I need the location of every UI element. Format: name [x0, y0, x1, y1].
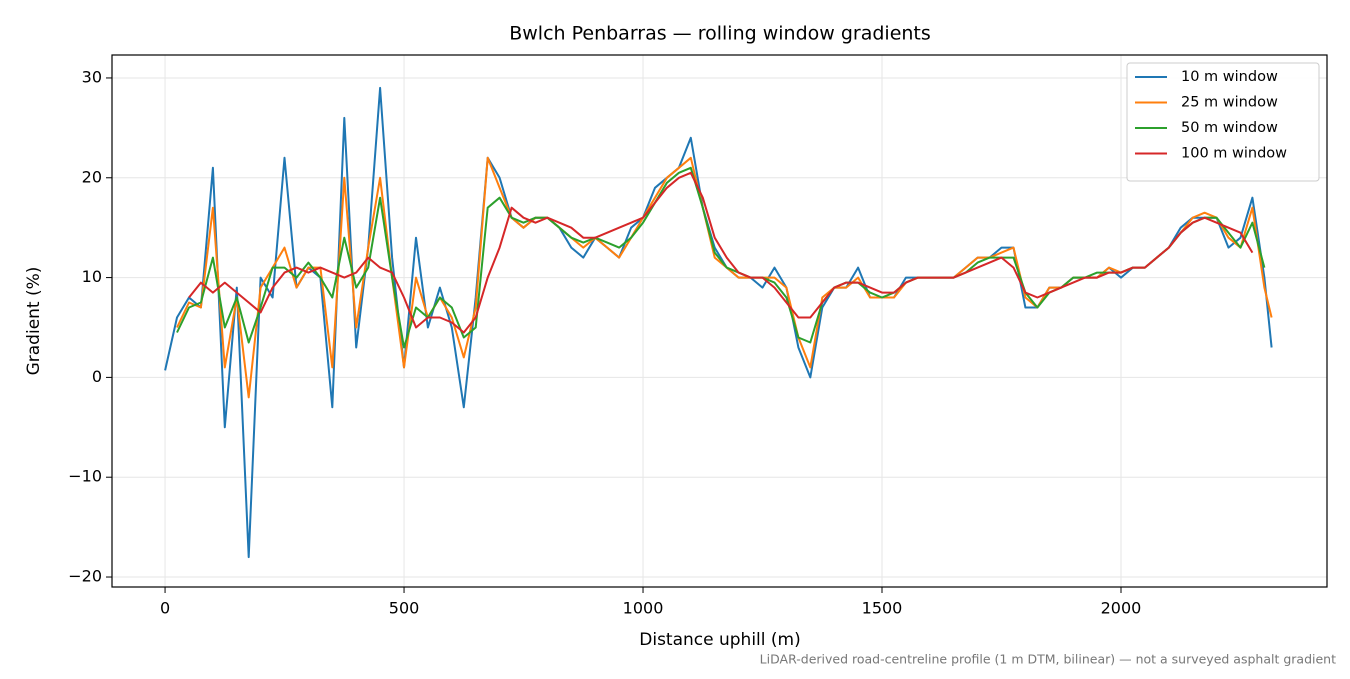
x-tick-label: 500 — [389, 599, 420, 618]
y-tick-label: −10 — [68, 467, 102, 486]
x-tick-label: 1000 — [623, 599, 664, 618]
plot-frame — [111, 54, 1328, 588]
chart-title: Bwlch Penbarras — rolling window gradien… — [509, 23, 931, 45]
y-tick-label: 20 — [82, 167, 102, 186]
footnote: LiDAR-derived road-centreline profile (1… — [760, 652, 1336, 667]
legend-label: 50 m window — [1181, 120, 1278, 136]
x-axis-label: Distance uphill (m) — [639, 630, 800, 650]
data-line — [164, 86, 1273, 559]
x-tick-label: 0 — [160, 599, 170, 618]
legend-label: 10 m window — [1181, 69, 1278, 85]
legend-label: 100 m window — [1181, 146, 1287, 162]
y-tick-label: 0 — [92, 367, 102, 386]
y-tick-label: 30 — [82, 67, 102, 86]
y-tick-label: −20 — [68, 567, 102, 586]
legend-label: 25 m window — [1181, 95, 1278, 111]
x-tick-label: 2000 — [1101, 599, 1142, 618]
y-axis-label: Gradient (%) — [24, 267, 44, 376]
x-tick-label: 1500 — [862, 599, 903, 618]
data-line — [188, 171, 1254, 334]
y-tick-label: 10 — [82, 267, 102, 286]
legend-box — [1126, 62, 1320, 182]
